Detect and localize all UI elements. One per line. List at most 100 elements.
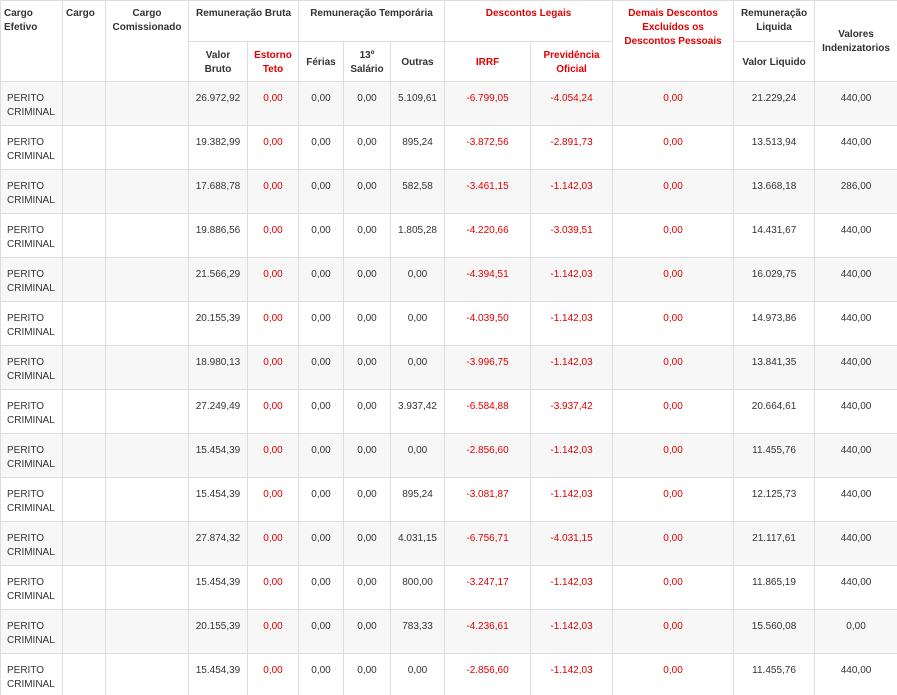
value-cell: 19.382,99 <box>188 125 248 170</box>
value-cell: 14.431,67 <box>733 213 816 258</box>
value-cell: 15.454,39 <box>188 565 248 610</box>
value-cell: -4.054,24 <box>530 81 614 126</box>
value-cell: -2.856,60 <box>444 433 532 478</box>
value-cell: 0,00 <box>612 301 735 346</box>
empty-cell <box>105 213 189 258</box>
value-cell: 0,00 <box>343 81 391 126</box>
header-cell: Previdência Oficial <box>530 41 614 82</box>
empty-cell <box>105 125 189 170</box>
value-cell: 440,00 <box>814 433 897 478</box>
empty-cell <box>62 81 106 126</box>
value-cell: 0,00 <box>247 169 299 214</box>
empty-cell <box>105 389 189 434</box>
value-cell: 0,00 <box>389 653 446 695</box>
empty-cell <box>105 345 189 390</box>
empty-cell <box>105 433 189 478</box>
value-cell: 15.454,39 <box>188 477 248 522</box>
empty-cell <box>105 301 189 346</box>
table-row: PERITO CRIMINAL 15.454,39 0,00 0,00 0,00 800,… <box>0 565 897 610</box>
value-cell: -6.799,05 <box>444 81 532 126</box>
value-cell: 440,00 <box>814 257 897 302</box>
empty-cell <box>105 257 189 302</box>
value-cell: 21.117,61 <box>733 521 816 566</box>
cargo-cell: PERITO CRIMINAL <box>0 565 63 610</box>
value-cell: 0,00 <box>612 257 735 302</box>
value-cell: -1.142,03 <box>530 301 614 346</box>
empty-cell <box>62 389 106 434</box>
value-cell: 0,00 <box>389 257 446 302</box>
header-row: Valor Bruto Estorno Teto Férias 13º Salá… <box>1 41 897 82</box>
value-cell: -1.142,03 <box>530 653 614 695</box>
value-cell: 440,00 <box>814 125 897 170</box>
cargo-cell: PERITO CRIMINAL <box>0 81 63 126</box>
value-cell: 0,00 <box>298 477 344 522</box>
value-cell: 440,00 <box>814 521 897 566</box>
value-cell: -4.039,50 <box>444 301 532 346</box>
value-cell: 0,00 <box>612 345 735 390</box>
value-cell: 14.973,86 <box>733 301 816 346</box>
empty-cell <box>62 521 106 566</box>
value-cell: -6.584,88 <box>444 389 532 434</box>
header-cell: Remuneração Bruta <box>188 0 299 42</box>
value-cell: 0,00 <box>612 125 735 170</box>
table-row: PERITO CRIMINAL 21.566,29 0,00 0,00 0,00 0,00… <box>0 257 897 302</box>
value-cell: -2.856,60 <box>444 653 532 695</box>
table-body: PERITO CRIMINAL 26.972,92 0,00 0,00 0,00 5.10… <box>0 81 897 695</box>
value-cell: 0,00 <box>247 81 299 126</box>
value-cell: 0,00 <box>247 213 299 258</box>
value-cell: -1.142,03 <box>530 609 614 654</box>
value-cell: 0,00 <box>343 257 391 302</box>
empty-cell <box>62 257 106 302</box>
value-cell: -4.031,15 <box>530 521 614 566</box>
value-cell: 0,00 <box>298 213 344 258</box>
value-cell: 0,00 <box>343 521 391 566</box>
value-cell: 19.886,56 <box>188 213 248 258</box>
value-cell: 11.455,76 <box>733 653 816 695</box>
value-cell: 17.688,78 <box>188 169 248 214</box>
header-cell: IRRF <box>444 41 532 82</box>
header-cell: 13º Salário <box>343 41 391 82</box>
header-cell: Férias <box>298 41 344 82</box>
value-cell: 0,00 <box>298 345 344 390</box>
empty-cell <box>62 301 106 346</box>
value-cell: 0,00 <box>247 301 299 346</box>
value-cell: 0,00 <box>612 521 735 566</box>
value-cell: 0,00 <box>612 565 735 610</box>
table-row: PERITO CRIMINAL 15.454,39 0,00 0,00 0,00 0,00… <box>0 433 897 478</box>
value-cell: 0,00 <box>247 257 299 302</box>
value-cell: -1.142,03 <box>530 433 614 478</box>
value-cell: -4.394,51 <box>444 257 532 302</box>
empty-cell <box>62 609 106 654</box>
value-cell: 0,00 <box>298 257 344 302</box>
value-cell: 0,00 <box>389 345 446 390</box>
value-cell: -6.756,71 <box>444 521 532 566</box>
value-cell: 0,00 <box>247 345 299 390</box>
value-cell: 0,00 <box>298 521 344 566</box>
value-cell: 895,24 <box>389 125 446 170</box>
table-row: PERITO CRIMINAL 19.886,56 0,00 0,00 0,00 1.80… <box>0 213 897 258</box>
header-cell: Remuneração Liquida <box>733 0 816 42</box>
value-cell: 0,00 <box>247 609 299 654</box>
empty-cell <box>105 521 189 566</box>
value-cell: 582,58 <box>389 169 446 214</box>
value-cell: 440,00 <box>814 81 897 126</box>
value-cell: 13.841,35 <box>733 345 816 390</box>
empty-cell <box>105 169 189 214</box>
table-row: PERITO CRIMINAL 15.454,39 0,00 0,00 0,00 0,00… <box>0 653 897 695</box>
value-cell: -1.142,03 <box>530 169 614 214</box>
value-cell: 0,00 <box>612 81 735 126</box>
value-cell: 0,00 <box>389 301 446 346</box>
value-cell: 0,00 <box>298 389 344 434</box>
value-cell: 440,00 <box>814 213 897 258</box>
value-cell: 440,00 <box>814 301 897 346</box>
cargo-cell: PERITO CRIMINAL <box>0 477 63 522</box>
value-cell: 16.029,75 <box>733 257 816 302</box>
value-cell: -4.220,66 <box>444 213 532 258</box>
value-cell: 20.664,61 <box>733 389 816 434</box>
value-cell: 11.455,76 <box>733 433 816 478</box>
value-cell: 0,00 <box>298 565 344 610</box>
value-cell: 13.668,18 <box>733 169 816 214</box>
cargo-cell: PERITO CRIMINAL <box>0 345 63 390</box>
value-cell: 15.454,39 <box>188 653 248 695</box>
